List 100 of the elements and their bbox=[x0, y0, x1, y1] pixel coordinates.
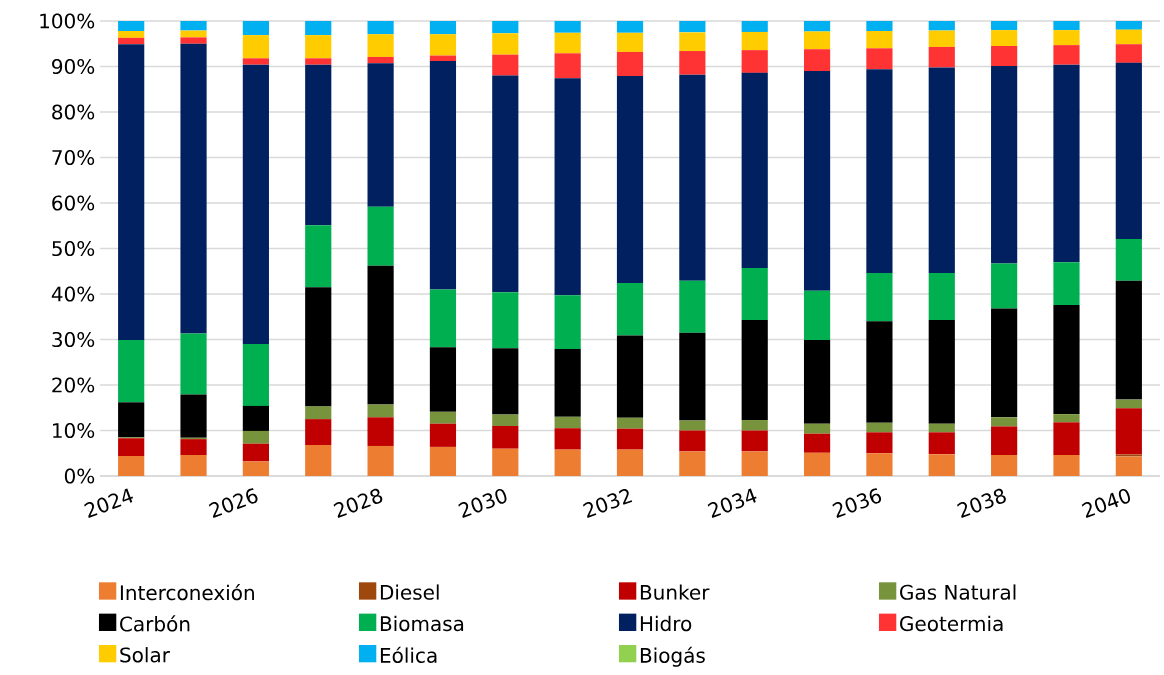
bar bbox=[554, 449, 581, 476]
bar bbox=[803, 433, 831, 453]
bar bbox=[928, 432, 955, 455]
bar bbox=[305, 287, 332, 407]
bar bbox=[242, 21, 269, 36]
bar bbox=[367, 445, 394, 476]
bar bbox=[1053, 455, 1080, 476]
legend-label: Biomasa bbox=[380, 615, 464, 632]
bar bbox=[866, 422, 893, 433]
x-tick-label: 2024 bbox=[84, 488, 134, 518]
bar bbox=[242, 405, 269, 431]
bar bbox=[242, 64, 269, 345]
bar bbox=[180, 394, 207, 438]
y-tick-label: 70% bbox=[52, 149, 95, 166]
bar bbox=[616, 76, 644, 284]
bar bbox=[180, 455, 207, 476]
bar bbox=[242, 344, 269, 406]
legend-label: Eólica bbox=[380, 646, 437, 663]
y-tick-label: 50% bbox=[52, 240, 95, 257]
bar bbox=[305, 35, 332, 59]
bar bbox=[305, 64, 332, 226]
bar bbox=[866, 453, 893, 476]
bar bbox=[928, 273, 955, 320]
y-tick-label: 40% bbox=[51, 286, 95, 302]
bar bbox=[554, 78, 581, 296]
bar bbox=[180, 439, 207, 456]
y-tick-label: 30% bbox=[52, 331, 95, 348]
bar bbox=[118, 455, 145, 476]
bar bbox=[616, 283, 644, 336]
bar bbox=[118, 31, 145, 38]
bar bbox=[991, 455, 1018, 476]
bar bbox=[492, 348, 519, 415]
legend-label: Biogás bbox=[640, 646, 705, 667]
y-tick-label: 20% bbox=[52, 377, 95, 393]
bar bbox=[991, 426, 1018, 456]
bar bbox=[679, 51, 706, 75]
bar bbox=[679, 32, 706, 52]
bar bbox=[1115, 44, 1142, 63]
bar bbox=[429, 34, 457, 56]
bar bbox=[242, 430, 269, 444]
bar bbox=[242, 35, 269, 59]
legend-label: Carbón bbox=[120, 615, 190, 632]
legend-label: Hidro bbox=[640, 615, 692, 632]
bar bbox=[928, 454, 955, 476]
bar bbox=[1053, 21, 1080, 31]
bar bbox=[492, 33, 519, 55]
legend-label: Solar bbox=[120, 647, 170, 663]
bar bbox=[1115, 29, 1142, 45]
bar bbox=[803, 452, 831, 476]
bar bbox=[554, 295, 581, 350]
bar bbox=[616, 32, 644, 52]
x-tick-label: 2040 bbox=[1081, 488, 1131, 518]
bar bbox=[679, 332, 706, 421]
bar bbox=[554, 21, 581, 33]
bar bbox=[554, 349, 581, 417]
bar bbox=[305, 419, 332, 446]
bar bbox=[928, 319, 955, 424]
bar bbox=[679, 280, 706, 333]
bar bbox=[429, 411, 457, 424]
bar bbox=[1115, 280, 1142, 400]
bar bbox=[305, 21, 332, 36]
bar bbox=[554, 32, 581, 54]
bar bbox=[305, 445, 332, 476]
bar bbox=[118, 21, 145, 32]
x-tick-label: 2032 bbox=[582, 489, 633, 518]
bar bbox=[429, 423, 457, 447]
bar bbox=[1053, 45, 1080, 65]
bar bbox=[741, 21, 768, 32]
bar bbox=[367, 63, 394, 207]
x-tick-label: 2034 bbox=[707, 488, 757, 518]
bar bbox=[928, 67, 955, 274]
bar bbox=[367, 34, 394, 57]
bar bbox=[928, 423, 955, 433]
bar bbox=[1115, 62, 1142, 239]
bar bbox=[180, 21, 207, 31]
bar bbox=[118, 438, 145, 456]
bar bbox=[492, 21, 519, 34]
x-tick-label: 2028 bbox=[333, 488, 383, 518]
bar bbox=[367, 206, 394, 266]
bar bbox=[429, 21, 457, 35]
bar bbox=[180, 333, 207, 395]
bar bbox=[367, 417, 394, 446]
legend-label: Interconexión bbox=[120, 583, 254, 601]
bar bbox=[991, 30, 1018, 47]
y-tick-label: 90% bbox=[52, 58, 95, 75]
bar bbox=[991, 263, 1018, 309]
bar bbox=[118, 37, 145, 45]
bar bbox=[118, 44, 145, 340]
bar bbox=[928, 46, 955, 68]
y-tick-label: 100% bbox=[40, 13, 95, 29]
bar bbox=[991, 417, 1018, 427]
bar bbox=[679, 74, 706, 281]
bar bbox=[305, 58, 332, 65]
bar bbox=[554, 53, 581, 79]
bar bbox=[741, 31, 768, 51]
bar bbox=[741, 268, 768, 320]
bar bbox=[367, 56, 394, 64]
bar bbox=[429, 289, 457, 348]
bar bbox=[803, 49, 831, 72]
bar bbox=[679, 451, 706, 476]
